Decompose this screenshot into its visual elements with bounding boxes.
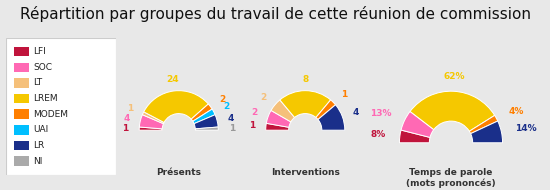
- Wedge shape: [410, 91, 494, 131]
- Wedge shape: [401, 111, 434, 137]
- Text: 2: 2: [251, 108, 258, 117]
- Text: 1: 1: [341, 90, 347, 99]
- Text: 2: 2: [260, 93, 267, 102]
- Wedge shape: [144, 91, 208, 123]
- Text: 14%: 14%: [515, 124, 537, 133]
- Text: UAI: UAI: [33, 125, 48, 134]
- Wedge shape: [399, 130, 430, 143]
- Wedge shape: [266, 110, 291, 127]
- Text: 1: 1: [127, 104, 133, 113]
- Text: 8: 8: [302, 75, 309, 84]
- Bar: [14, 141, 29, 150]
- Text: LFI: LFI: [33, 47, 46, 56]
- Text: SOC: SOC: [33, 63, 52, 72]
- Wedge shape: [471, 121, 503, 143]
- Text: Répartition par groupes du travail de cette réunion de commission: Répartition par groupes du travail de ce…: [19, 6, 531, 22]
- Wedge shape: [195, 127, 218, 130]
- Wedge shape: [142, 112, 164, 124]
- Bar: [14, 78, 29, 88]
- Wedge shape: [266, 123, 289, 130]
- Bar: [14, 63, 29, 72]
- Text: 4: 4: [228, 114, 234, 123]
- Bar: [14, 125, 29, 135]
- Wedge shape: [139, 115, 163, 129]
- Text: Temps de parole
(mots prononcés): Temps de parole (mots prononcés): [406, 168, 496, 188]
- Text: LT: LT: [33, 78, 42, 87]
- Text: LR: LR: [33, 141, 44, 150]
- Wedge shape: [271, 100, 295, 122]
- Bar: [14, 156, 29, 166]
- Text: 13%: 13%: [370, 109, 392, 119]
- Text: LREM: LREM: [33, 94, 58, 103]
- Text: 8%: 8%: [370, 130, 386, 139]
- Bar: [14, 94, 29, 103]
- Wedge shape: [280, 91, 331, 117]
- Bar: [14, 47, 29, 56]
- Wedge shape: [191, 104, 212, 121]
- Text: 1: 1: [249, 121, 255, 130]
- Text: 1: 1: [122, 124, 128, 133]
- Text: 4: 4: [353, 108, 359, 117]
- Text: 24: 24: [166, 75, 179, 85]
- Text: MODEM: MODEM: [33, 110, 68, 119]
- Text: NI: NI: [33, 157, 42, 166]
- Text: 2: 2: [219, 95, 226, 104]
- Wedge shape: [318, 105, 345, 130]
- Text: 62%: 62%: [443, 72, 465, 81]
- Wedge shape: [139, 127, 162, 130]
- Wedge shape: [469, 115, 498, 134]
- Wedge shape: [316, 100, 336, 120]
- Text: 4: 4: [123, 114, 130, 123]
- Text: Interventions: Interventions: [271, 168, 340, 177]
- Text: 1: 1: [229, 124, 235, 133]
- Text: 2: 2: [223, 102, 230, 111]
- Text: Présents: Présents: [156, 168, 201, 177]
- Bar: [14, 109, 29, 119]
- Wedge shape: [193, 109, 215, 124]
- Wedge shape: [194, 115, 218, 129]
- Text: 4%: 4%: [509, 107, 524, 116]
